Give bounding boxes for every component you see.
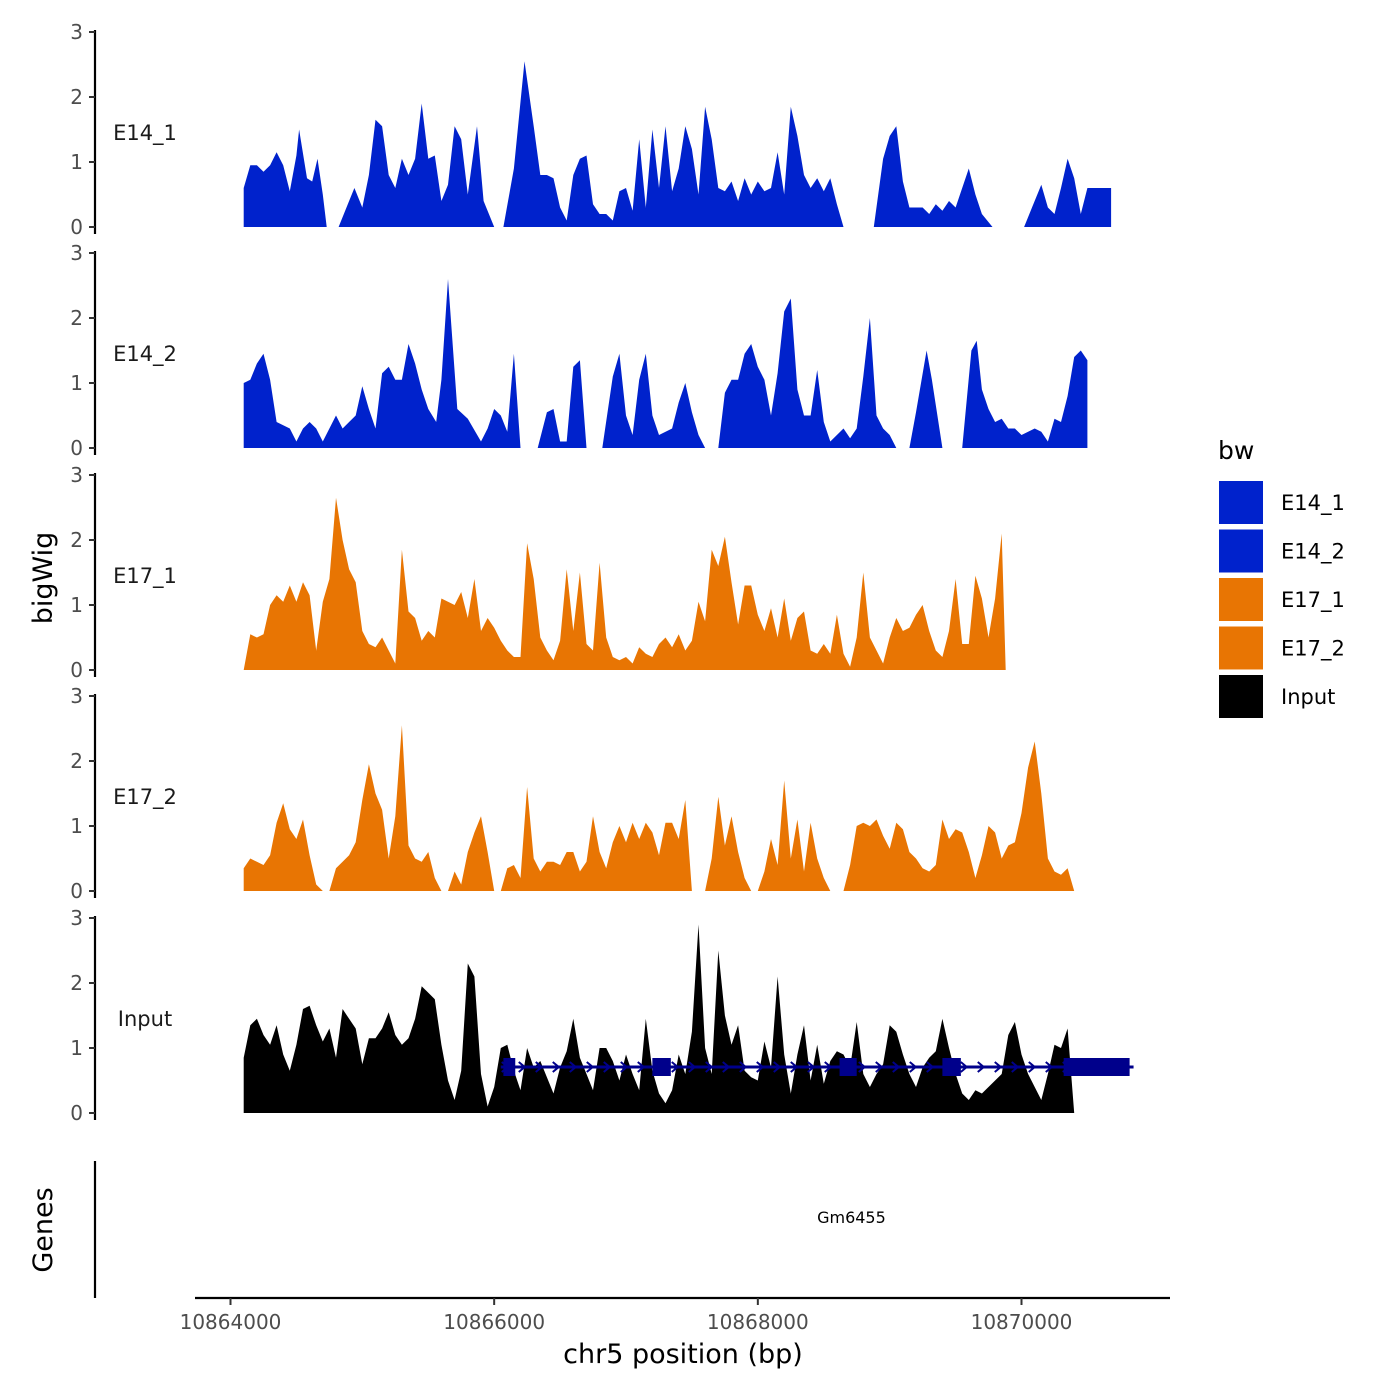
strand-arrow	[671, 1061, 680, 1073]
gene-exon	[942, 1058, 961, 1076]
legend-item-e17-2: E17_2	[1219, 626, 1345, 670]
legend-item-e14-1: E14_1	[1219, 481, 1345, 524]
y-tick-label: 1	[70, 1036, 83, 1060]
area-input	[243, 924, 1075, 1113]
area-e14-2	[243, 279, 1088, 448]
y-tick-label: 2	[70, 85, 83, 109]
strand-arrow	[535, 1061, 544, 1073]
gene-name-label: Gm6455	[817, 1208, 886, 1227]
strand-arrow	[909, 1061, 918, 1073]
legend-label: E17_1	[1281, 588, 1345, 613]
track-e14-2: 0 1 2 3 E14_2	[70, 241, 1088, 460]
y-axis-title: bigWig	[28, 532, 59, 625]
y-tick-label: 0	[70, 658, 83, 682]
legend-swatch	[1219, 675, 1263, 718]
y-tick-label: 3	[70, 684, 83, 708]
track-label: E17_2	[113, 785, 177, 810]
strand-arrow	[960, 1061, 969, 1073]
track-label: E14_2	[113, 342, 177, 367]
y-tick-label: 2	[70, 971, 83, 995]
track-input: 0 1 2 3 Input	[70, 906, 1075, 1125]
track-e17-2: 0 1 2 3 E17_2	[70, 684, 1075, 903]
y-tick-label: 3	[70, 463, 83, 487]
strand-arrow	[994, 1061, 1003, 1073]
y-tick-label: 3	[70, 906, 83, 930]
y-tick-label: 0	[70, 879, 83, 903]
strand-arrow	[722, 1061, 731, 1073]
strand-arrow	[705, 1061, 714, 1073]
strand-arrow	[552, 1061, 561, 1073]
area-e14-1	[243, 61, 1112, 227]
strand-arrow	[756, 1061, 765, 1073]
y-tick-label: 2	[70, 306, 83, 330]
x-tick-label: 10864000	[180, 1310, 282, 1334]
strand-arrow	[858, 1061, 867, 1073]
strand-arrow	[739, 1061, 748, 1073]
gene-exon	[503, 1058, 516, 1076]
strand-arrow	[790, 1061, 799, 1073]
strand-arrow	[773, 1061, 782, 1073]
track-label: Input	[118, 1007, 172, 1031]
legend-swatch	[1219, 481, 1263, 524]
legend-item-e17-1: E17_1	[1219, 578, 1345, 621]
strand-arrow	[620, 1061, 629, 1073]
gene-panel: Gm6455	[93, 1058, 1134, 1298]
legend-label: Input	[1281, 685, 1335, 709]
legend-swatch	[1219, 626, 1263, 670]
gene-panel-title: Genes	[28, 1187, 59, 1272]
y-tick-label: 3	[70, 20, 83, 44]
strand-arrow	[603, 1061, 612, 1073]
y-tick-label: 2	[70, 528, 83, 552]
strand-arrow	[586, 1061, 595, 1073]
track-e14-1: 0 1 2 3 E14_1	[70, 20, 1112, 239]
strand-arrow	[824, 1061, 833, 1073]
legend: bw E14_1 E14_2 E17_1 E17_2 Input	[1218, 436, 1345, 718]
area-e17-2	[243, 725, 1075, 891]
gene-gm6455: Gm6455	[500, 1058, 1134, 1227]
legend-swatch	[1219, 529, 1263, 573]
y-tick-label: 1	[70, 150, 83, 174]
y-tick-label: 2	[70, 749, 83, 773]
track-label: E14_1	[113, 121, 177, 146]
gene-exon	[1063, 1058, 1130, 1076]
legend-title: bw	[1218, 436, 1254, 465]
gene-exon	[652, 1058, 671, 1076]
y-tick-label: 1	[70, 371, 83, 395]
gene-exon	[839, 1058, 857, 1076]
x-tick-label: 10870000	[971, 1310, 1073, 1334]
strand-arrow	[892, 1061, 901, 1073]
strand-arrow	[875, 1061, 884, 1073]
legend-swatch	[1219, 578, 1263, 621]
legend-label: E17_2	[1281, 637, 1345, 662]
x-axis-title: chr5 position (bp)	[563, 1339, 803, 1370]
strand-arrow	[688, 1061, 697, 1073]
legend-item-e14-2: E14_2	[1219, 529, 1345, 573]
x-axis: 10864000 10866000 10868000 10870000	[180, 1296, 1170, 1334]
strand-arrow	[1011, 1061, 1020, 1073]
y-tick-label: 0	[70, 215, 83, 239]
y-tick-label: 0	[70, 436, 83, 460]
strand-arrow	[977, 1061, 986, 1073]
strand-arrow	[518, 1061, 527, 1073]
strand-arrow	[569, 1061, 578, 1073]
y-tick-label: 1	[70, 593, 83, 617]
legend-label: E14_1	[1281, 491, 1345, 516]
x-tick-label: 10866000	[443, 1310, 545, 1334]
strand-arrow	[926, 1061, 935, 1073]
strand-arrow	[637, 1061, 646, 1073]
x-tick-label: 10868000	[707, 1310, 809, 1334]
strand-arrow	[1045, 1061, 1054, 1073]
strand-arrow	[807, 1061, 816, 1073]
legend-item-input: Input	[1219, 675, 1335, 718]
y-tick-label: 0	[70, 1101, 83, 1125]
legend-label: E14_2	[1281, 540, 1345, 565]
y-tick-label: 3	[70, 241, 83, 265]
bigwig-tracks: 0 1 2 3 E14_1 0 1 2 3 E14_2 0 1 2 3 E17_1 0 1 2 3 E17_2 0 1 2 3…	[70, 20, 1112, 1125]
track-e17-1: 0 1 2 3 E17_1	[70, 463, 1006, 682]
strand-arrow	[1028, 1061, 1037, 1073]
track-label: E17_1	[113, 564, 177, 589]
y-tick-label: 1	[70, 814, 83, 838]
area-e17-1	[243, 497, 1006, 670]
